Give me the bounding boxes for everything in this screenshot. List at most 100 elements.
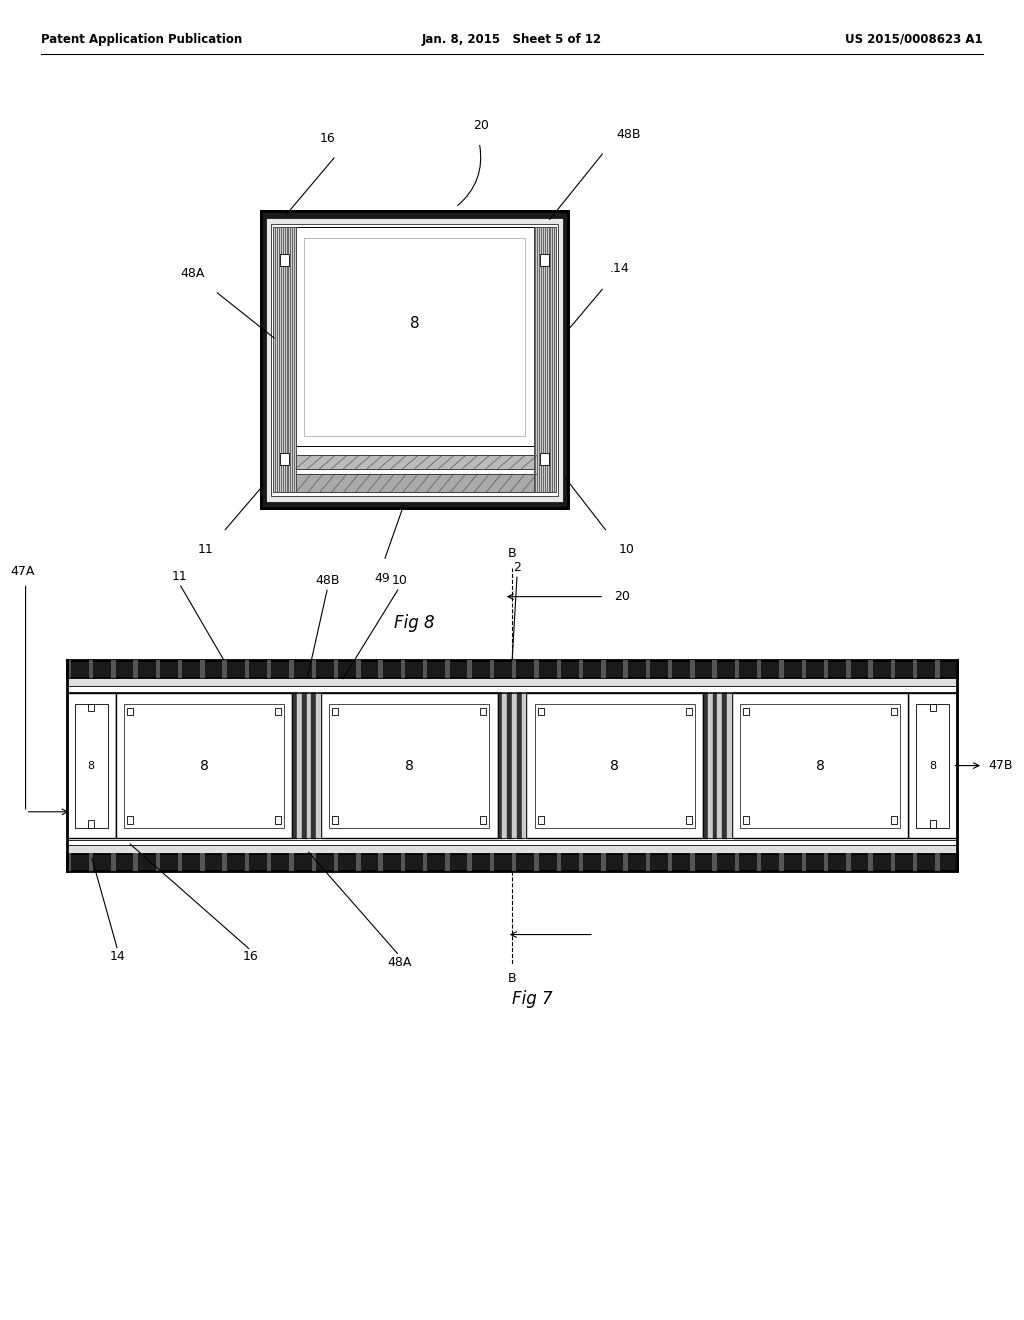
Polygon shape xyxy=(156,853,160,871)
Polygon shape xyxy=(356,853,360,871)
Polygon shape xyxy=(757,660,762,678)
Polygon shape xyxy=(646,853,650,871)
Polygon shape xyxy=(535,853,539,871)
Polygon shape xyxy=(245,660,249,678)
Text: 2: 2 xyxy=(513,561,521,574)
Text: 16: 16 xyxy=(243,950,259,964)
Polygon shape xyxy=(935,853,940,871)
Text: 8: 8 xyxy=(200,759,209,772)
Polygon shape xyxy=(127,708,133,715)
Polygon shape xyxy=(891,660,895,678)
Polygon shape xyxy=(846,853,851,871)
Text: B: B xyxy=(508,972,516,985)
Polygon shape xyxy=(908,693,957,838)
Polygon shape xyxy=(88,820,94,828)
Polygon shape xyxy=(290,660,294,678)
Polygon shape xyxy=(512,853,516,871)
Text: 8: 8 xyxy=(410,315,420,331)
Text: 47B: 47B xyxy=(988,759,1013,772)
Text: 48B: 48B xyxy=(616,128,641,141)
Polygon shape xyxy=(379,660,383,678)
Polygon shape xyxy=(89,660,93,678)
Polygon shape xyxy=(67,853,71,871)
Polygon shape xyxy=(930,820,936,828)
Polygon shape xyxy=(133,660,138,678)
Polygon shape xyxy=(311,853,316,871)
Polygon shape xyxy=(311,660,316,678)
Polygon shape xyxy=(579,660,584,678)
Text: 8: 8 xyxy=(815,759,824,772)
Polygon shape xyxy=(930,704,936,711)
Polygon shape xyxy=(735,660,739,678)
Polygon shape xyxy=(624,660,628,678)
Polygon shape xyxy=(713,853,717,871)
Polygon shape xyxy=(467,853,472,871)
Polygon shape xyxy=(823,853,828,871)
Polygon shape xyxy=(67,693,116,838)
Polygon shape xyxy=(743,708,750,715)
Text: Patent Application Publication: Patent Application Publication xyxy=(41,33,243,46)
Polygon shape xyxy=(293,693,322,838)
Polygon shape xyxy=(423,660,427,678)
Polygon shape xyxy=(274,816,281,824)
Polygon shape xyxy=(743,816,750,824)
Polygon shape xyxy=(400,660,406,678)
Text: .14: .14 xyxy=(609,263,629,275)
Text: 11: 11 xyxy=(171,570,187,583)
Polygon shape xyxy=(445,660,450,678)
Polygon shape xyxy=(334,660,338,678)
Polygon shape xyxy=(281,255,290,267)
Polygon shape xyxy=(802,853,806,871)
Polygon shape xyxy=(88,704,94,711)
Polygon shape xyxy=(67,845,957,853)
Polygon shape xyxy=(557,660,561,678)
Polygon shape xyxy=(690,853,694,871)
Text: 8: 8 xyxy=(610,759,620,772)
Polygon shape xyxy=(201,660,205,678)
Polygon shape xyxy=(467,660,472,678)
Polygon shape xyxy=(156,660,160,678)
Text: Fig 8: Fig 8 xyxy=(394,614,435,632)
Polygon shape xyxy=(668,660,673,678)
Polygon shape xyxy=(512,660,516,678)
Polygon shape xyxy=(333,816,339,824)
Polygon shape xyxy=(868,660,872,678)
Polygon shape xyxy=(489,853,495,871)
Polygon shape xyxy=(261,211,568,508)
Polygon shape xyxy=(178,853,182,871)
Polygon shape xyxy=(534,227,556,492)
Polygon shape xyxy=(266,218,563,502)
Polygon shape xyxy=(271,224,558,495)
Text: 47A: 47A xyxy=(10,565,35,578)
Polygon shape xyxy=(779,853,783,871)
Polygon shape xyxy=(686,816,692,824)
Polygon shape xyxy=(178,660,182,678)
Polygon shape xyxy=(802,660,806,678)
Polygon shape xyxy=(846,660,851,678)
Polygon shape xyxy=(779,660,783,678)
Polygon shape xyxy=(222,660,227,678)
Text: 8: 8 xyxy=(88,760,94,771)
Polygon shape xyxy=(296,227,534,446)
Text: 20: 20 xyxy=(473,119,489,132)
Polygon shape xyxy=(713,660,717,678)
Polygon shape xyxy=(703,693,732,838)
Polygon shape xyxy=(690,660,694,678)
Polygon shape xyxy=(267,853,271,871)
Text: 10: 10 xyxy=(618,543,635,556)
Polygon shape xyxy=(538,816,544,824)
Polygon shape xyxy=(579,853,584,871)
Polygon shape xyxy=(334,853,338,871)
Polygon shape xyxy=(379,853,383,871)
Polygon shape xyxy=(891,708,897,715)
Polygon shape xyxy=(646,660,650,678)
Polygon shape xyxy=(274,708,281,715)
Polygon shape xyxy=(423,853,427,871)
Text: 8: 8 xyxy=(930,760,936,771)
Polygon shape xyxy=(868,853,872,871)
Polygon shape xyxy=(735,853,739,871)
Polygon shape xyxy=(732,693,908,838)
Polygon shape xyxy=(891,816,897,824)
Polygon shape xyxy=(913,853,918,871)
Polygon shape xyxy=(400,853,406,871)
